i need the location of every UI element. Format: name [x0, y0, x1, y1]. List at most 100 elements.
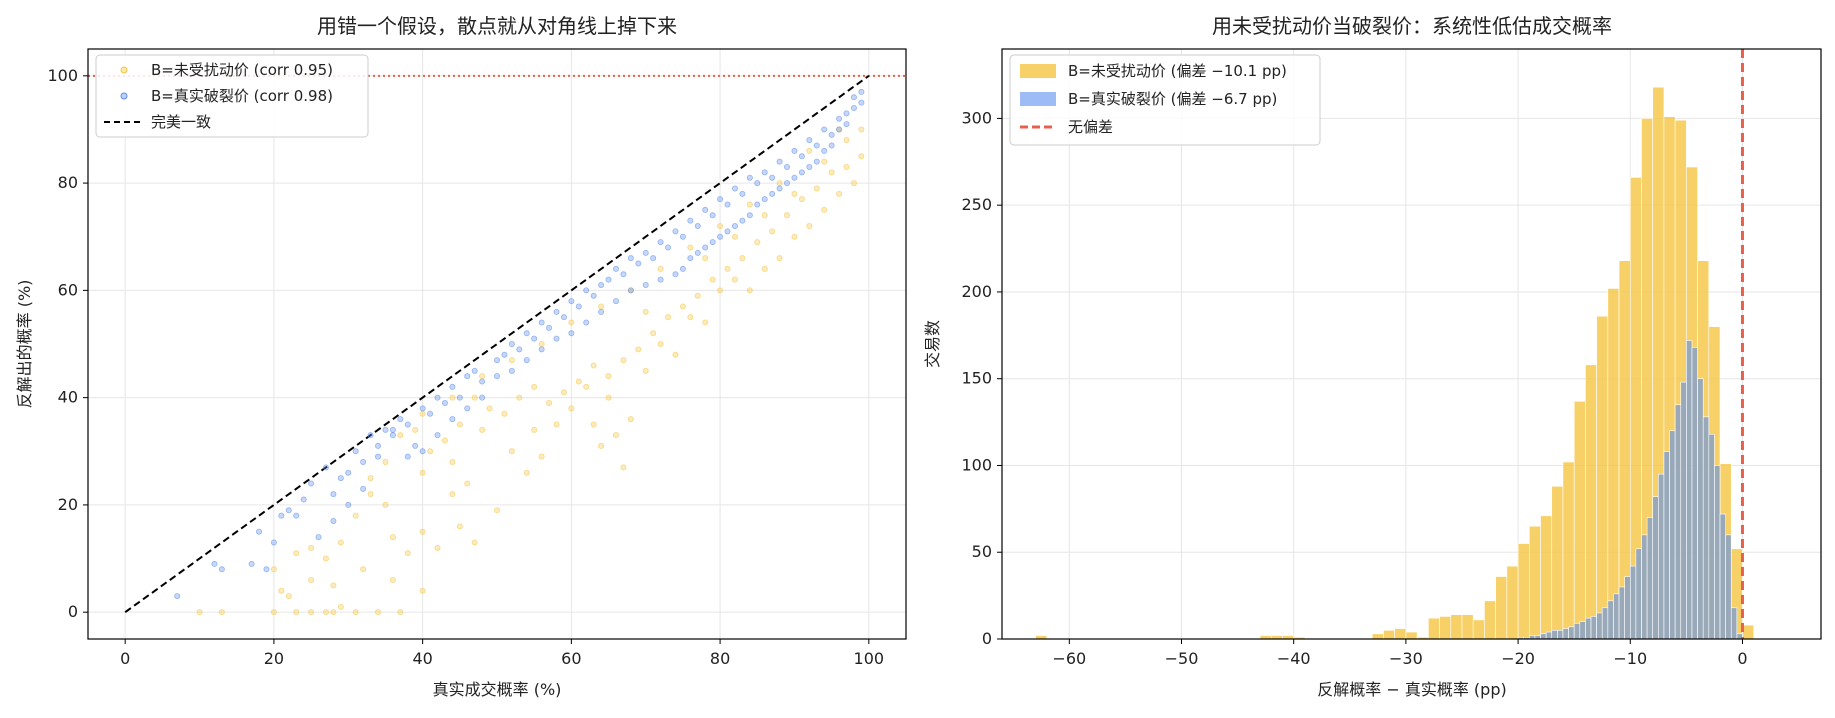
histogram-bar-undisturbed [1529, 525, 1541, 640]
scatter-point-undisturbed [449, 491, 456, 498]
scatter-point-true-break [553, 335, 560, 342]
scatter-y-tick-label: 20 [58, 495, 78, 514]
scatter-point-true-break [508, 340, 515, 347]
scatter-point-true-break [531, 335, 538, 342]
scatter-point-undisturbed [598, 303, 605, 310]
scatter-point-undisturbed [308, 577, 315, 584]
scatter-point-true-break [843, 110, 850, 117]
scatter-point-true-break [709, 212, 716, 219]
histogram-bar-undisturbed [1551, 485, 1564, 640]
scatter-point-true-break [449, 416, 456, 423]
scatter-point-undisturbed [531, 383, 538, 390]
histogram-bar-true-break [1585, 617, 1592, 640]
histogram-bar-true-break [1562, 628, 1569, 640]
scatter-point-undisturbed [642, 367, 649, 374]
histogram-bar-undisturbed [1484, 600, 1496, 640]
scatter-point-undisturbed [337, 539, 344, 546]
histogram-bar-true-break [1652, 496, 1659, 640]
scatter-point-true-break [493, 357, 500, 364]
scatter-point-true-break [731, 222, 738, 229]
scatter-point-undisturbed [352, 609, 359, 616]
scatter-point-true-break [516, 346, 523, 353]
scatter-point-undisturbed [471, 394, 478, 401]
histogram-bar-true-break [1719, 513, 1726, 640]
scatter-point-undisturbed [746, 201, 753, 208]
histogram-bar-undisturbed [1585, 364, 1597, 640]
scatter-point-undisturbed [746, 287, 753, 294]
histogram-bar-true-break [1730, 607, 1738, 640]
histogram-y-tick-label: 0 [982, 629, 992, 648]
scatter-point-undisturbed [776, 180, 783, 187]
scatter-point-true-break [300, 496, 307, 503]
scatter-point-undisturbed [270, 609, 277, 616]
scatter-point-true-break [731, 185, 738, 192]
scatter-point-undisturbed [308, 544, 315, 551]
scatter-title: 用错一个假设，散点就从对角线上掉下来 [317, 14, 677, 38]
scatter-point-undisturbed [850, 180, 857, 187]
scatter-point-undisturbed [731, 276, 738, 283]
scatter-point-undisturbed [694, 292, 701, 299]
histogram-bar-true-break [1680, 381, 1687, 640]
histogram-bar-true-break [1545, 631, 1553, 640]
scatter-point-true-break [352, 448, 359, 455]
scatter-point-true-break [798, 153, 805, 160]
scatter-point-true-break [806, 137, 813, 144]
scatter-point-undisturbed [412, 426, 419, 433]
scatter-point-true-break [523, 357, 530, 364]
scatter-x-tick-label: 0 [120, 649, 130, 668]
histogram-bar-undisturbed [1371, 633, 1384, 640]
scatter-point-true-break [724, 201, 731, 208]
scatter-point-true-break [330, 518, 337, 525]
legend-label-true-break: B=真实破裂价 (corr 0.98) [151, 87, 333, 105]
scatter-point-undisturbed [821, 158, 828, 165]
scatter-point-true-break [657, 239, 664, 246]
histogram-bar-undisturbed [1383, 630, 1395, 640]
scatter-point-undisturbed [397, 432, 404, 439]
scatter-point-undisturbed [642, 308, 649, 315]
histogram-bar-undisturbed [1506, 565, 1519, 640]
scatter-point-undisturbed [322, 555, 329, 562]
scatter-point-true-break [687, 217, 694, 224]
scatter-point-true-break [471, 367, 478, 374]
scatter-point-true-break [375, 442, 382, 449]
scatter-point-true-break [828, 131, 835, 138]
histogram-y-tick-label: 50 [972, 542, 992, 561]
scatter-x-tick-label: 100 [854, 649, 885, 668]
scatter-point-undisturbed [523, 469, 530, 476]
scatter-point-true-break [330, 491, 337, 498]
scatter-point-undisturbed [657, 340, 664, 347]
scatter-point-true-break [501, 351, 508, 358]
scatter-point-true-break [679, 233, 686, 240]
scatter-point-true-break [419, 448, 426, 455]
scatter-point-true-break [746, 174, 753, 181]
scatter-point-true-break [843, 121, 850, 128]
scatter-point-true-break [776, 158, 783, 165]
histogram-x-tick-label: −60 [1052, 649, 1086, 668]
scatter-point-true-break [791, 147, 798, 154]
scatter-point-true-break [553, 308, 560, 315]
scatter-point-true-break [620, 271, 627, 278]
scatter-point-undisturbed [479, 426, 486, 433]
scatter-point-true-break [538, 346, 545, 353]
scatter-point-true-break [583, 287, 590, 294]
scatter-point-undisturbed [419, 469, 426, 476]
scatter-y-tick-label: 60 [58, 280, 78, 299]
scatter-point-undisturbed [843, 137, 850, 144]
scatter-point-true-break [635, 260, 642, 267]
scatter-point-true-break [322, 464, 329, 471]
histogram-bar-true-break [1573, 623, 1581, 640]
scatter-point-true-break [828, 142, 835, 149]
scatter-point-true-break [836, 115, 843, 122]
scatter-point-undisturbed [583, 383, 590, 390]
scatter-point-true-break [397, 416, 404, 423]
scatter-point-true-break [248, 560, 255, 567]
histogram-bar-true-break [1641, 534, 1648, 640]
scatter-point-true-break [315, 534, 322, 541]
scatter-point-undisturbed [464, 480, 471, 487]
scatter-point-true-break [858, 88, 865, 95]
scatter-point-true-break [367, 432, 374, 439]
scatter-point-true-break [575, 303, 582, 310]
scatter-point-true-break [717, 233, 724, 240]
scatter-point-undisturbed [456, 523, 463, 530]
